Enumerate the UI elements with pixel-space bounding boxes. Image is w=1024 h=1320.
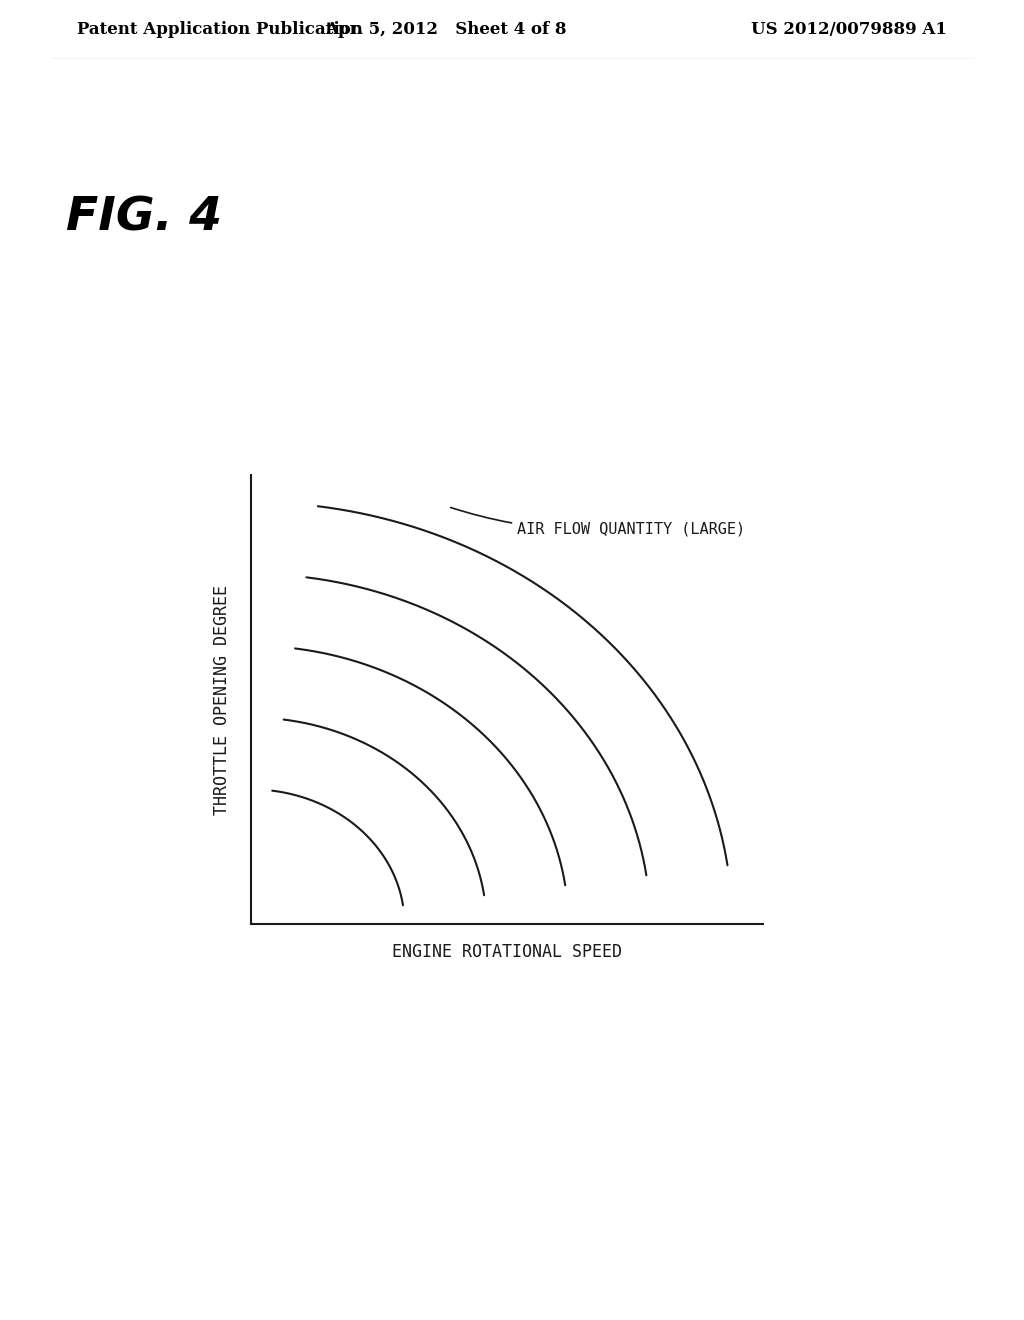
- X-axis label: ENGINE ROTATIONAL SPEED: ENGINE ROTATIONAL SPEED: [392, 944, 622, 961]
- Text: FIG. 4: FIG. 4: [66, 195, 221, 240]
- Text: Apr. 5, 2012   Sheet 4 of 8: Apr. 5, 2012 Sheet 4 of 8: [325, 21, 566, 38]
- Text: Patent Application Publication: Patent Application Publication: [77, 21, 362, 38]
- Y-axis label: THROTTLE OPENING DEGREE: THROTTLE OPENING DEGREE: [213, 585, 231, 814]
- Text: AIR FLOW QUANTITY (LARGE): AIR FLOW QUANTITY (LARGE): [451, 507, 745, 536]
- Text: US 2012/0079889 A1: US 2012/0079889 A1: [752, 21, 947, 38]
